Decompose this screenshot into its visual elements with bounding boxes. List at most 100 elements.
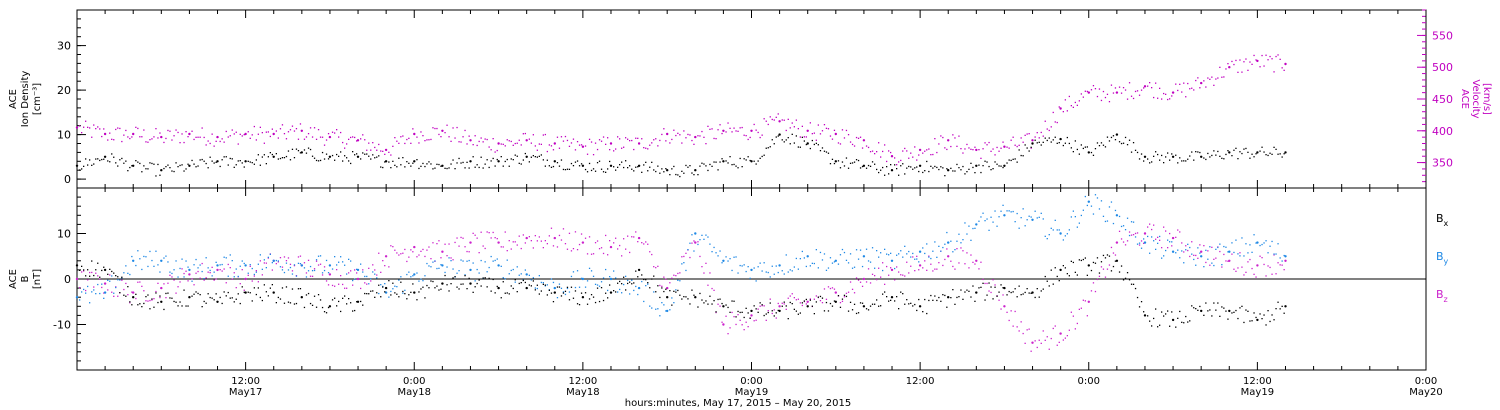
density-point xyxy=(272,155,275,158)
bx-dot xyxy=(1008,290,1010,293)
by-dot xyxy=(888,254,890,256)
velocity-dot xyxy=(476,144,478,147)
velocity-point xyxy=(1059,107,1062,110)
bz-dot xyxy=(1211,246,1213,248)
bz-dot xyxy=(518,235,520,237)
bz-dot xyxy=(574,231,577,233)
by-dot xyxy=(1149,252,1151,254)
bz-dot xyxy=(99,278,101,280)
density-dot xyxy=(607,168,609,170)
density-dot xyxy=(908,165,910,168)
bz-dot xyxy=(159,296,161,299)
by-dot xyxy=(749,277,751,279)
bz-dot xyxy=(374,269,376,271)
bz-dot xyxy=(309,275,312,277)
velocity-dot xyxy=(183,141,185,144)
bx-dot xyxy=(874,303,876,305)
bx-dot xyxy=(689,303,691,305)
by-dot xyxy=(950,240,952,242)
bz-dot xyxy=(1165,230,1167,232)
velocity-dot xyxy=(1215,78,1217,80)
bz-dot xyxy=(436,243,438,245)
density-dot xyxy=(1185,160,1187,162)
density-dot xyxy=(871,161,874,163)
bx-dot xyxy=(631,283,633,285)
bz-point xyxy=(1200,250,1203,253)
by-dot xyxy=(703,238,705,240)
bx-point xyxy=(413,291,416,294)
density-dot xyxy=(1056,142,1058,144)
density-dot xyxy=(578,165,581,167)
bx-dot xyxy=(721,302,723,305)
bx-dot xyxy=(936,299,938,302)
density-point xyxy=(328,155,332,158)
by-dot xyxy=(1279,257,1281,259)
velocity-dot xyxy=(996,146,998,149)
density-dot xyxy=(191,159,193,162)
bx-dot xyxy=(637,276,639,278)
velocity-dot xyxy=(759,136,761,139)
by-dot xyxy=(538,275,540,277)
density-dot xyxy=(1054,136,1056,138)
bz-dot xyxy=(155,290,157,293)
density-dot xyxy=(113,156,115,158)
density-dot xyxy=(141,171,143,173)
density-dot xyxy=(651,161,653,163)
velocity-dot xyxy=(550,145,553,147)
density-dot xyxy=(117,165,119,167)
by-dot xyxy=(1090,205,1093,207)
density-dot xyxy=(1217,150,1219,153)
velocity-dot xyxy=(711,128,713,130)
velocity-dot xyxy=(1227,63,1229,65)
velocity-dot xyxy=(111,138,113,140)
bz-dot xyxy=(659,284,661,287)
by-point xyxy=(1171,250,1175,253)
velocity-dot xyxy=(275,130,277,132)
bz-dot xyxy=(739,319,741,321)
bx-dot xyxy=(287,301,290,303)
velocity-dot xyxy=(721,132,723,135)
bx-dot xyxy=(739,311,741,314)
velocity-dot xyxy=(781,119,783,121)
velocity-dot xyxy=(596,148,599,151)
bz-dot xyxy=(346,287,348,289)
by-dot xyxy=(1104,220,1107,223)
by-dot xyxy=(819,251,822,254)
bz-point xyxy=(862,277,866,281)
by-dot xyxy=(689,242,691,244)
bx-dot xyxy=(1169,325,1171,327)
density-dot xyxy=(1126,144,1129,146)
bx-dot xyxy=(787,318,789,320)
bz-dot xyxy=(586,253,589,255)
by-dot xyxy=(1010,211,1012,213)
bx-point xyxy=(356,300,360,303)
by-point xyxy=(1256,241,1259,244)
bz-dot xyxy=(1197,257,1199,259)
density-dot xyxy=(203,160,205,162)
velocity-dot xyxy=(534,145,536,147)
velocity-dot xyxy=(325,139,328,141)
by-dot xyxy=(613,270,615,272)
density-point xyxy=(637,164,641,167)
velocity-dot xyxy=(444,132,446,134)
by-dot xyxy=(741,265,743,267)
by-dot xyxy=(113,292,115,294)
by-dot xyxy=(512,268,514,271)
density-dot xyxy=(422,162,424,165)
bx-dot xyxy=(548,289,550,291)
density-dot xyxy=(767,147,769,149)
density-dot xyxy=(683,172,685,174)
by-dot xyxy=(97,283,99,286)
bx-dot xyxy=(131,304,133,306)
velocity-dot xyxy=(390,154,392,156)
density-dot xyxy=(645,161,647,163)
density-dot xyxy=(331,154,334,157)
density-dot xyxy=(89,159,91,161)
velocity-dot xyxy=(482,141,484,143)
bx-dot xyxy=(986,294,988,296)
velocity-dot xyxy=(95,128,97,130)
density-dot xyxy=(1215,154,1217,156)
by-dot xyxy=(540,281,542,284)
by-dot xyxy=(871,247,874,249)
bz-dot xyxy=(629,251,631,254)
